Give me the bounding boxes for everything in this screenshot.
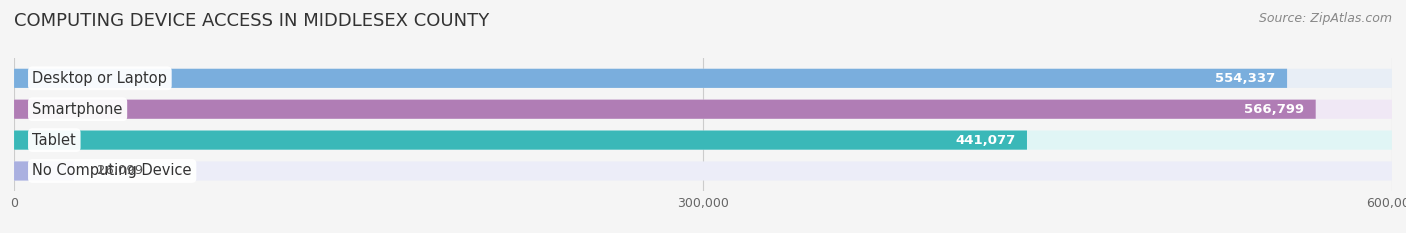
FancyBboxPatch shape — [14, 161, 75, 181]
Text: No Computing Device: No Computing Device — [32, 164, 193, 178]
FancyBboxPatch shape — [14, 100, 1392, 119]
Text: 566,799: 566,799 — [1244, 103, 1305, 116]
FancyBboxPatch shape — [14, 161, 1392, 181]
FancyBboxPatch shape — [14, 69, 1286, 88]
FancyBboxPatch shape — [14, 130, 1392, 150]
Text: COMPUTING DEVICE ACCESS IN MIDDLESEX COUNTY: COMPUTING DEVICE ACCESS IN MIDDLESEX COU… — [14, 12, 489, 30]
Text: 441,077: 441,077 — [955, 134, 1015, 147]
Text: Source: ZipAtlas.com: Source: ZipAtlas.com — [1258, 12, 1392, 25]
FancyBboxPatch shape — [14, 69, 1392, 88]
Text: Tablet: Tablet — [32, 133, 76, 147]
FancyBboxPatch shape — [14, 130, 1026, 150]
Text: Desktop or Laptop: Desktop or Laptop — [32, 71, 167, 86]
Text: 26,099: 26,099 — [97, 164, 143, 178]
FancyBboxPatch shape — [14, 100, 1316, 119]
Text: Smartphone: Smartphone — [32, 102, 122, 117]
Text: 554,337: 554,337 — [1215, 72, 1275, 85]
